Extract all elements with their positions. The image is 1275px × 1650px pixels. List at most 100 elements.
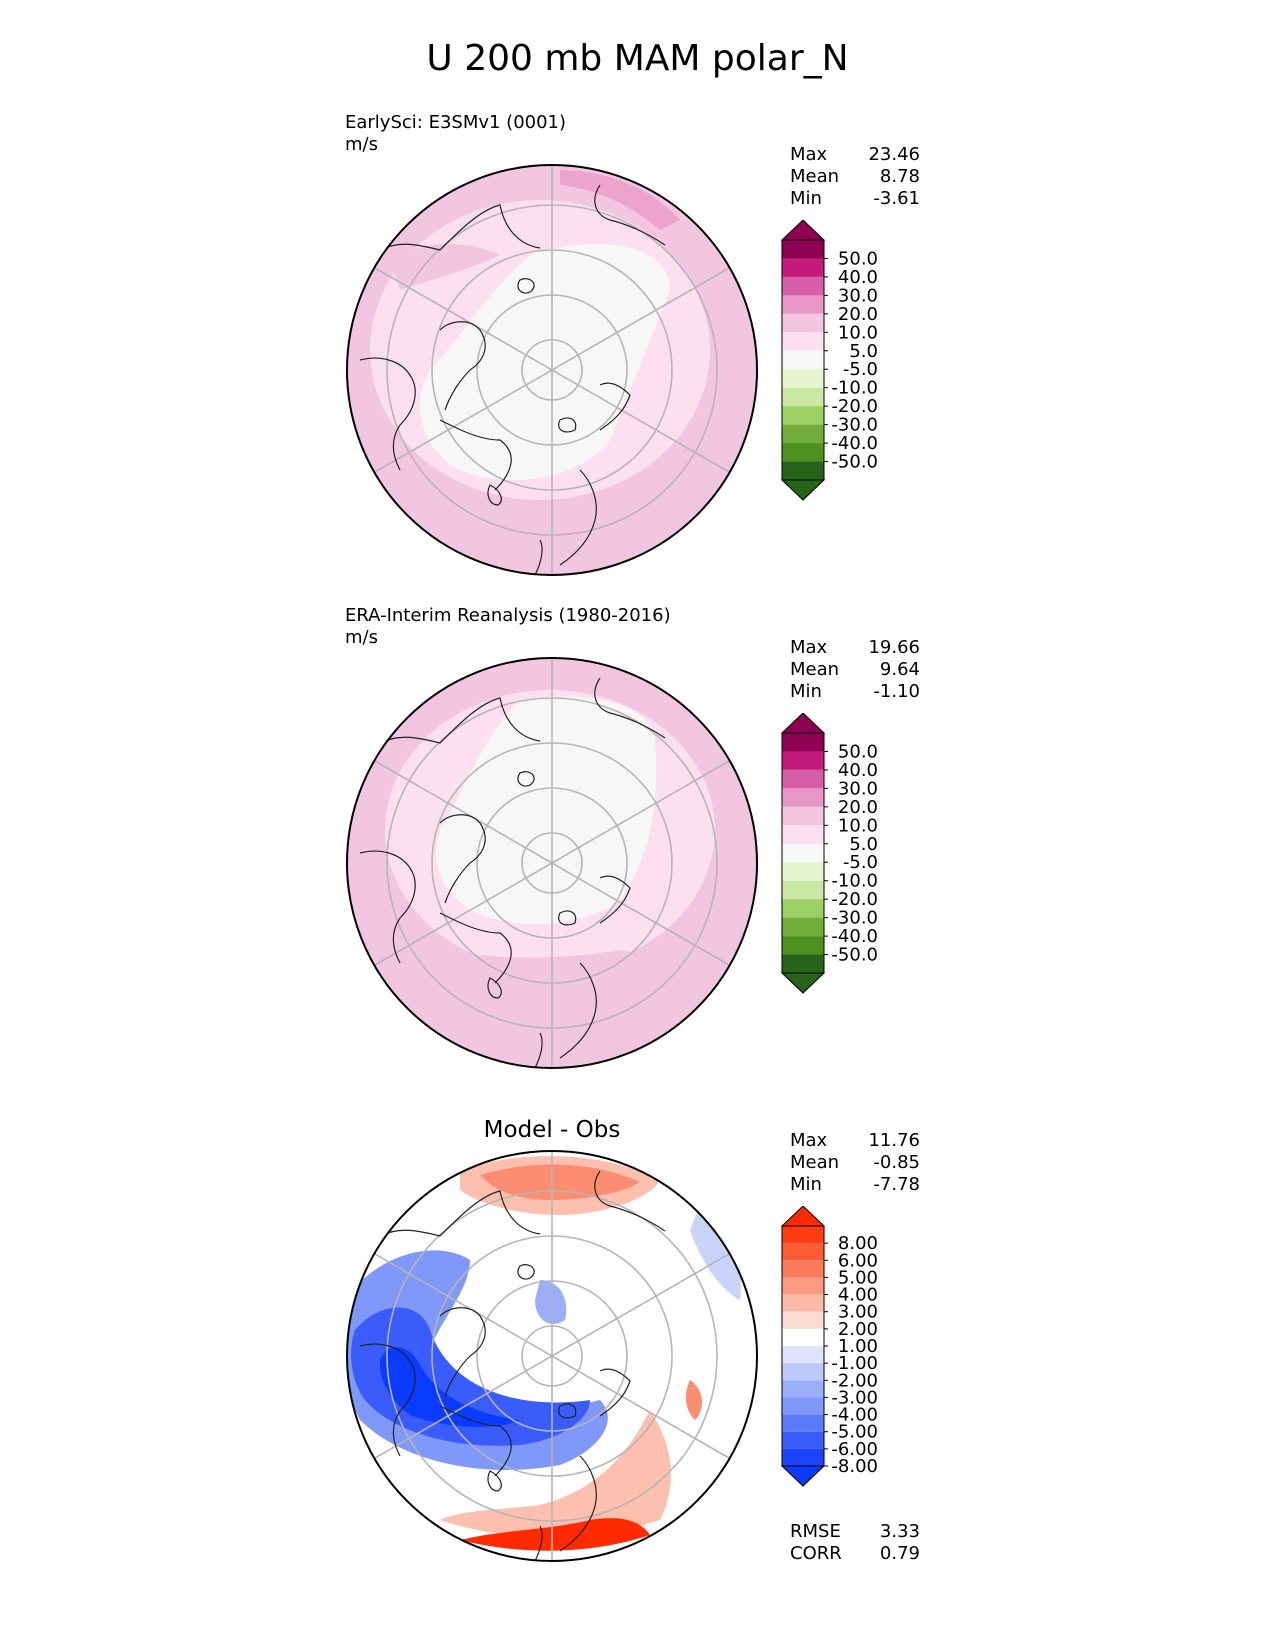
colorbar-swatch: [782, 1294, 824, 1312]
colorbar-tick-label: 20.0: [838, 797, 878, 818]
colorbar-swatch: [782, 240, 824, 259]
panel-3-coastlines: [359, 1170, 666, 1561]
colorbar-swatch: [782, 313, 824, 333]
colorbar-tick-label: -5.0: [843, 359, 878, 380]
colorbar-frame: [781, 239, 825, 481]
colorbar-swatch: [782, 936, 824, 955]
panel-2-label: ERA-Interim Reanalysis (1980-2016) m/s: [345, 605, 671, 649]
colorbar-swatch: [782, 406, 824, 425]
metric-label: RMSE: [790, 1521, 841, 1542]
colorbar-swatch: [782, 1414, 824, 1432]
colorbar-swatch: [782, 443, 824, 462]
panel-1-units: m/s: [345, 134, 378, 155]
stat-value: 23.46: [868, 144, 920, 165]
colorbar-swatch: [782, 1311, 824, 1329]
stat-value: -7.78: [873, 1174, 920, 1195]
stat-row: Min -7.78: [790, 1174, 920, 1196]
panel-1-coastlines: [359, 184, 666, 575]
colorbar-swatch: [782, 1277, 824, 1295]
colorbar-swatch: [782, 387, 824, 407]
colorbar-tick-label: -5.0: [843, 852, 878, 873]
metric-label: CORR: [790, 1543, 842, 1564]
stat-value: -1.10: [873, 681, 920, 702]
colorbar-tick-label: -40.0: [831, 926, 878, 947]
stat-value: 11.76: [868, 1130, 920, 1151]
panel-3-graticule: [374, 1151, 730, 1561]
colorbar-swatch: [782, 1363, 824, 1381]
stat-row: Mean 8.78: [790, 166, 920, 188]
stat-value: -0.85: [873, 1152, 920, 1173]
stat-value: 19.66: [868, 637, 920, 658]
panel-3-stats: Max 11.76 Mean -0.85 Min -7.78: [790, 1130, 920, 1196]
colorbar-swatch: [782, 733, 824, 752]
stat-label: Mean: [790, 1152, 840, 1173]
colorbar-tick-label: 30.0: [838, 778, 878, 799]
colorbar-swatch: [782, 1328, 824, 1346]
stat-row: Min -1.10: [790, 681, 920, 703]
colorbar-swatch: [782, 461, 824, 480]
metric-value: 3.33: [879, 1521, 920, 1542]
colorbar-tick-label: -40.0: [831, 433, 878, 454]
colorbar-swatch: [782, 1260, 824, 1278]
figure-title: U 200 mb MAM polar_N: [426, 38, 849, 79]
colorbar-swatch: [782, 1346, 824, 1364]
colorbar-swatch: [782, 917, 824, 937]
colorbar-tick-label: -3.00: [831, 1387, 878, 1408]
panel-1-label: EarlySci: E3SMv1 (0001) m/s: [345, 112, 566, 156]
colorbar-swatch: [782, 751, 824, 770]
colorbar-tick-label: 8.00: [838, 1233, 878, 1254]
colorbar-tick-label: -20.0: [831, 396, 878, 417]
colorbar-tick-label: -50.0: [831, 452, 878, 473]
panel-3-metrics: RMSE 3.33 CORR 0.79: [790, 1521, 920, 1565]
metric-row: CORR 0.79: [790, 1543, 920, 1565]
colorbar-tick-label: -6.00: [831, 1439, 878, 1460]
panel-1-stats: Max 23.46 Mean 8.78 Min -3.61: [790, 144, 920, 210]
panel-2-stats: Max 19.66 Mean 9.64 Min -1.10: [790, 637, 920, 703]
colorbar-swatch: [782, 862, 824, 881]
colorbar-swatch: [782, 258, 824, 277]
colorbar-tick-label: -20.0: [831, 889, 878, 910]
panel-2-units: m/s: [345, 627, 378, 648]
stat-row: Min -3.61: [790, 188, 920, 210]
panel-3-pos-south-core: [460, 1518, 650, 1551]
colorbar-tick-label: 5.0: [849, 834, 878, 855]
stat-label: Min: [790, 681, 822, 702]
stat-value: 8.78: [879, 166, 920, 187]
stat-label: Max: [790, 144, 828, 165]
colorbar-swatch: [782, 788, 824, 807]
colorbar-swatch: [782, 369, 824, 388]
colorbar-swatch: [782, 350, 824, 370]
colorbar-tick-label: -30.0: [831, 908, 878, 929]
colorbar-tick-label: 40.0: [838, 267, 878, 288]
panel-1-graticule: [374, 165, 730, 575]
colorbar-extend-top: [780, 1206, 826, 1227]
panel-3-pos-south-outer: [440, 1410, 671, 1537]
colorbar-tick-label: -5.00: [831, 1422, 878, 1443]
panel-3-colorbar: 8.006.005.004.003.002.001.00-1.00-2.00-3…: [780, 1206, 878, 1487]
panel-3-neg-west-core: [379, 1347, 520, 1427]
colorbar-swatch: [782, 295, 824, 314]
panel-3-neg-east: [690, 1205, 741, 1300]
colorbar-tick-label: 10.0: [838, 815, 878, 836]
panel-3-map-boundary: [346, 1150, 758, 1562]
colorbar-tick-label: 4.00: [838, 1285, 878, 1306]
colorbar-tick-label: 5.00: [838, 1267, 878, 1288]
colorbar-tick-label: 6.00: [838, 1250, 878, 1271]
panel-1-map-boundary: [346, 164, 758, 576]
colorbar-tick-label: 5.0: [849, 341, 878, 362]
colorbar-tick-label: 40.0: [838, 760, 878, 781]
colorbar-tick-label: -50.0: [831, 945, 878, 966]
panel-2-graticule: [374, 658, 730, 1068]
colorbar-swatch: [782, 954, 824, 973]
panel-1-colorbar: 50.040.030.020.010.05.0-5.0-10.0-20.0-30…: [780, 220, 878, 501]
colorbar-tick-label: -4.00: [831, 1405, 878, 1426]
metric-value: 0.79: [879, 1543, 920, 1564]
stat-row: Mean 9.64: [790, 659, 920, 681]
colorbar-tick-label: 10.0: [838, 322, 878, 343]
colorbar-tick-label: -8.00: [831, 1456, 878, 1477]
stat-row: Max 23.46: [790, 144, 920, 166]
colorbar-swatch: [782, 1431, 824, 1449]
stat-label: Mean: [790, 659, 840, 680]
